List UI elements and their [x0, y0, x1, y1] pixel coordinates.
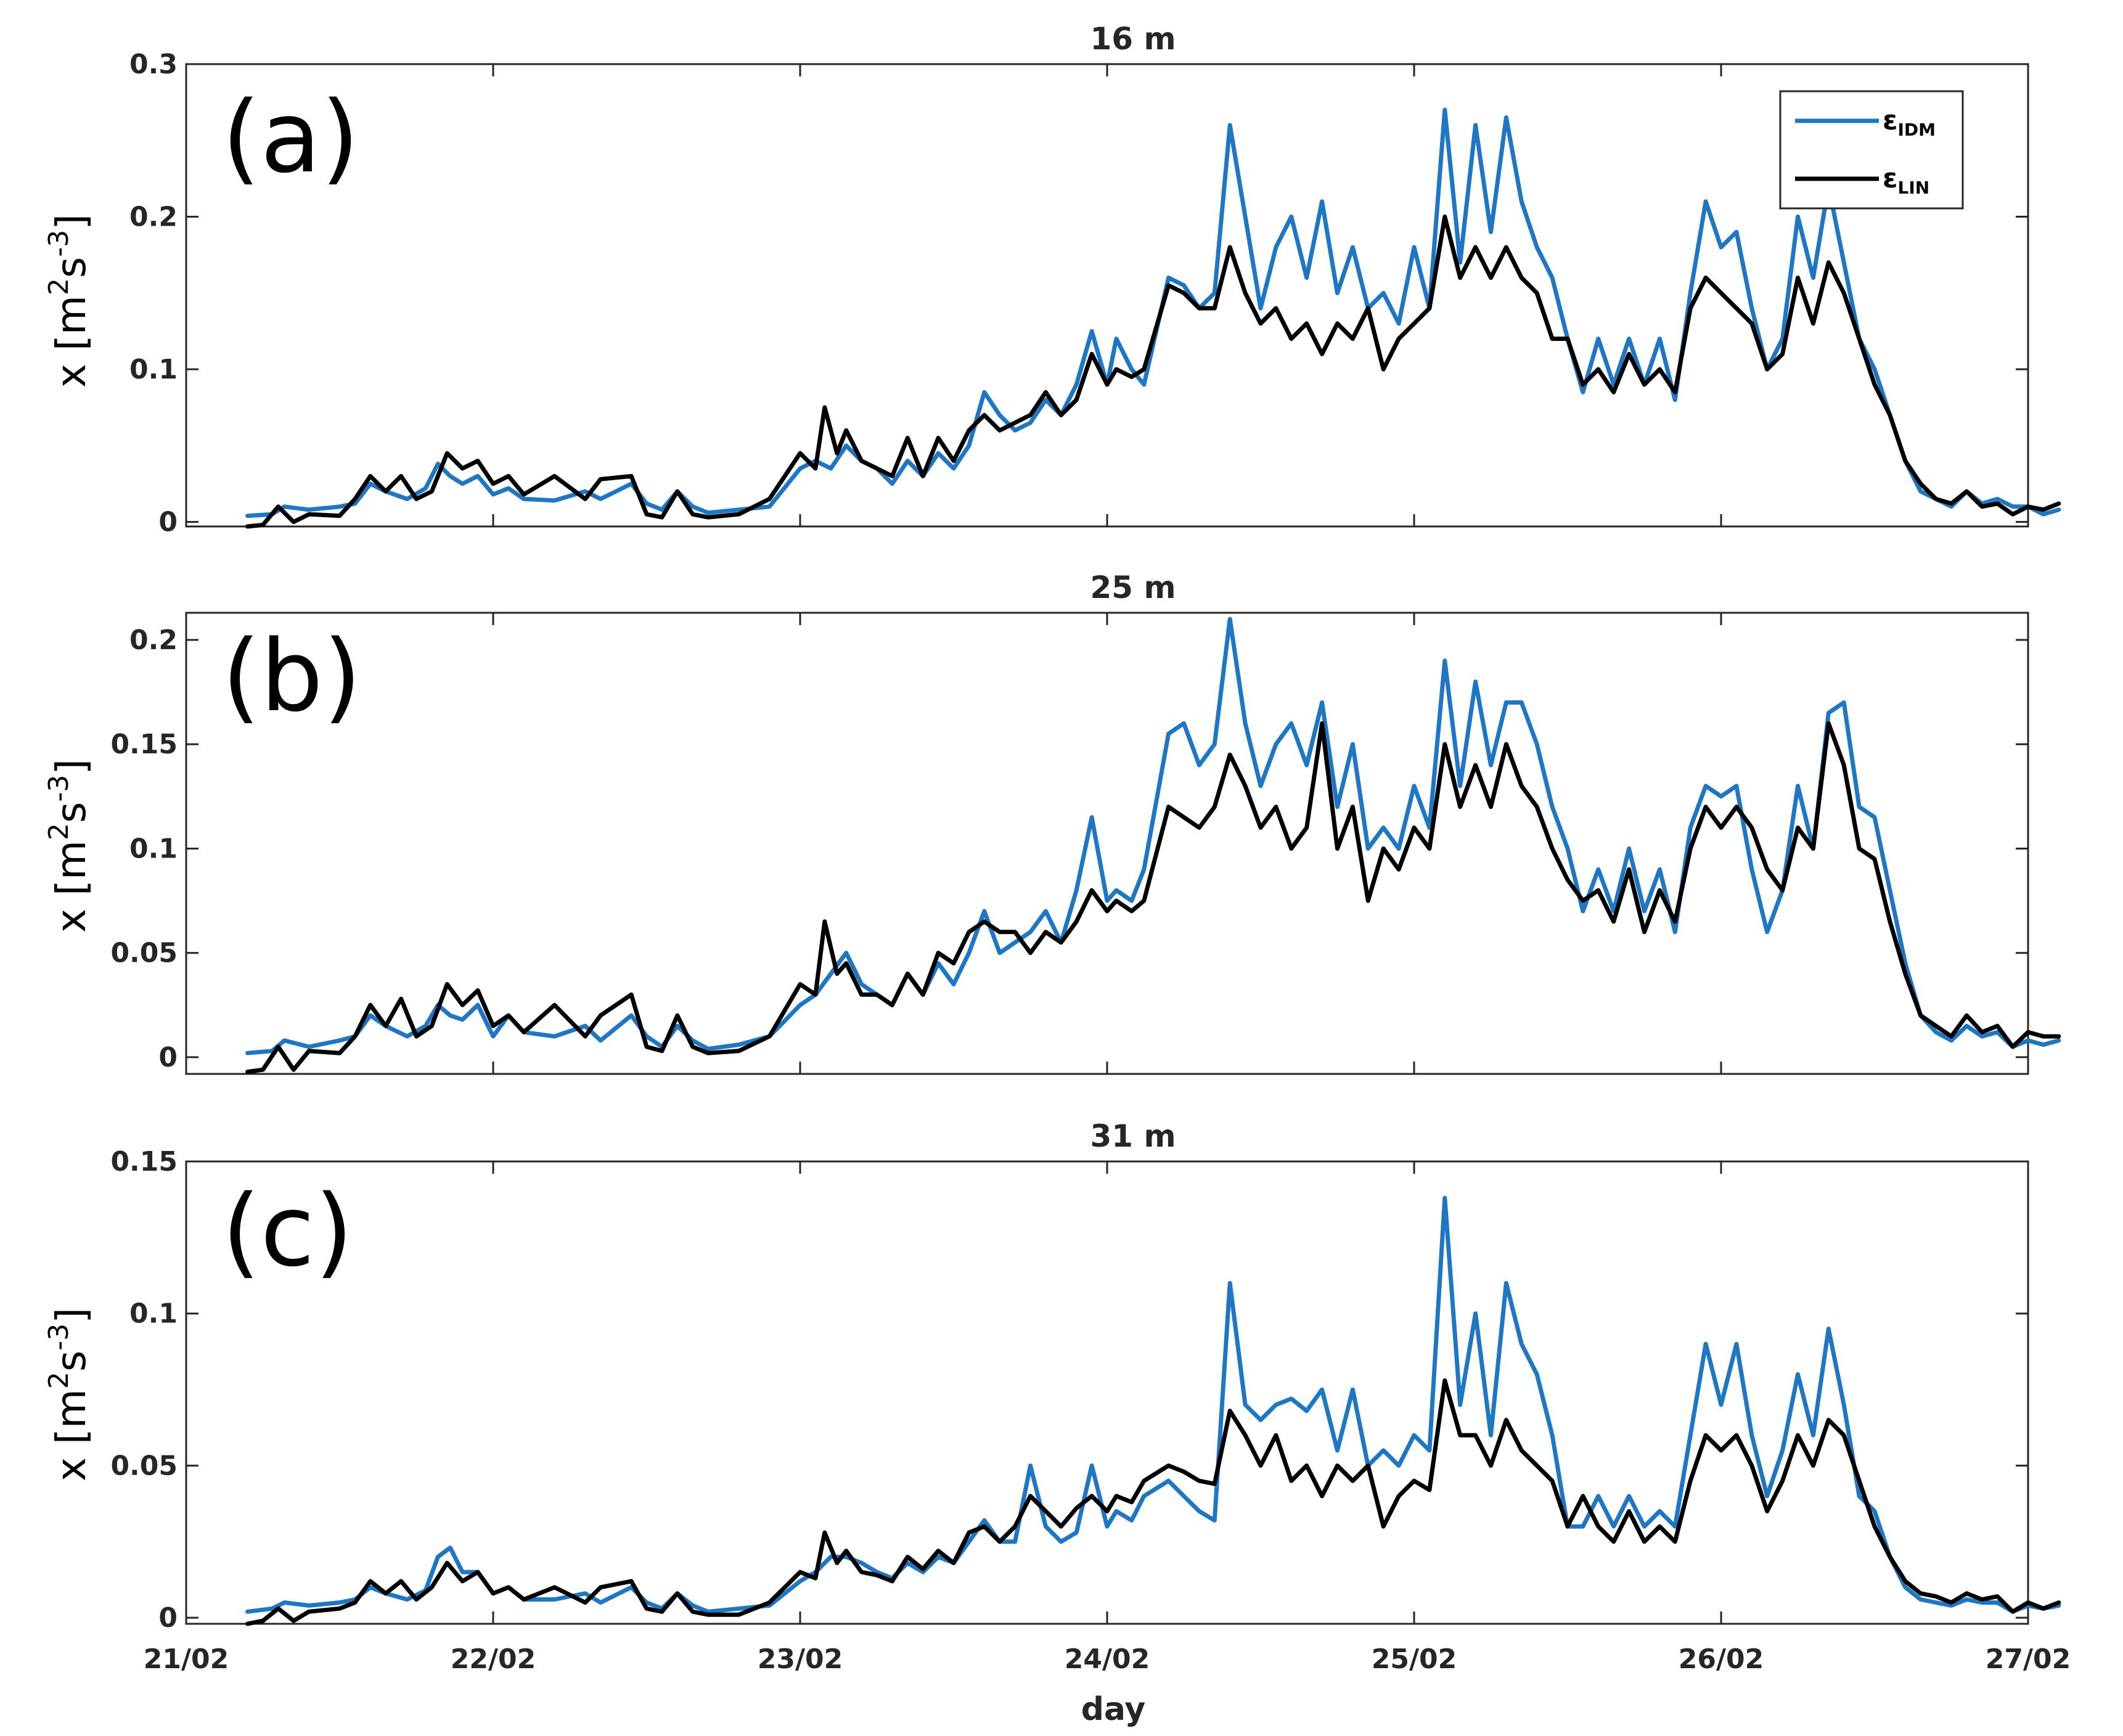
- panel-c-title: 31 m: [1090, 1118, 1176, 1154]
- legend: εIDM εLIN: [1779, 90, 1964, 210]
- panel-c-tag: (c): [222, 1173, 353, 1288]
- y-tick-label-c: 0: [158, 1602, 178, 1634]
- x-tick-label: 23/02: [758, 1644, 843, 1675]
- y-tick-label-c: 0.05: [110, 1450, 178, 1481]
- panel-c-ylabel: x [m2s-3]: [43, 1308, 95, 1481]
- y-tick-label-a: 0.3: [129, 49, 178, 80]
- panel-a: 16 m (a) 0 0.1 0.2 0.3 x [m2s-3] εIDM εLIN: [43, 21, 2061, 538]
- panel-b-axes: 0 0.05 0.1 0.15 0.2: [110, 612, 2029, 1075]
- x-tick-label: 27/02: [1986, 1644, 2071, 1675]
- y-tick-label-b: 0.2: [129, 624, 178, 656]
- x-tick-label: 26/02: [1679, 1644, 1764, 1675]
- panel-b-tag: (b): [222, 618, 361, 734]
- legend-lin-label: εLIN: [1883, 163, 1929, 198]
- y-tick-label-a: 0: [158, 507, 178, 538]
- y-tick-label-a: 0.1: [129, 354, 178, 385]
- panel-c: 31 m (c) 21/02 22/02 23/02 24/02 25/02 26/02 2…: [43, 1118, 2071, 1728]
- series-lin-line-c: [245, 1378, 2061, 1626]
- x-tick-label: 21/02: [144, 1644, 229, 1675]
- y-tick-label-b: 0.05: [110, 938, 178, 969]
- x-tick-label: 22/02: [451, 1644, 536, 1675]
- panel-b-title: 25 m: [1090, 570, 1176, 605]
- panel-a-ylabel: x [m2s-3]: [43, 214, 95, 388]
- panel-a-series: [245, 107, 2061, 529]
- panel-b-series: [245, 616, 2061, 1075]
- panel-c-axes: 21/02 22/02 23/02 24/02 25/02 26/02 27/02 0 0.05…: [110, 1146, 2071, 1675]
- y-tick-label-c: 0.1: [129, 1298, 178, 1330]
- legend-idm-label: εIDM: [1883, 105, 1936, 140]
- y-tick-label-a: 0.2: [129, 202, 178, 233]
- x-tick-label: 24/02: [1065, 1644, 1150, 1675]
- y-tick-label-b: 0.1: [129, 833, 178, 864]
- panel-a-title: 16 m: [1090, 21, 1176, 57]
- panel-b-ylabel: x [m2s-3]: [43, 759, 95, 933]
- y-tick-label-c: 0.15: [110, 1146, 178, 1177]
- panel-c-series: [245, 1195, 2061, 1626]
- panel-a-tag: (a): [222, 80, 359, 195]
- x-axis-label: day: [1081, 1691, 1146, 1728]
- series-lin-line-a: [245, 215, 2061, 529]
- y-tick-label-b: 0.15: [110, 729, 178, 760]
- panel-a-axes: 0 0.1 0.2 0.3: [129, 49, 2029, 538]
- panel-b: 25 m (b) 0 0.05 0.1 0.15 0.2 x [m2s-3]: [43, 570, 2061, 1075]
- x-tick-label: 25/02: [1372, 1644, 1457, 1675]
- series-lin-line-b: [245, 721, 2061, 1075]
- y-tick-label-b: 0: [158, 1042, 178, 1073]
